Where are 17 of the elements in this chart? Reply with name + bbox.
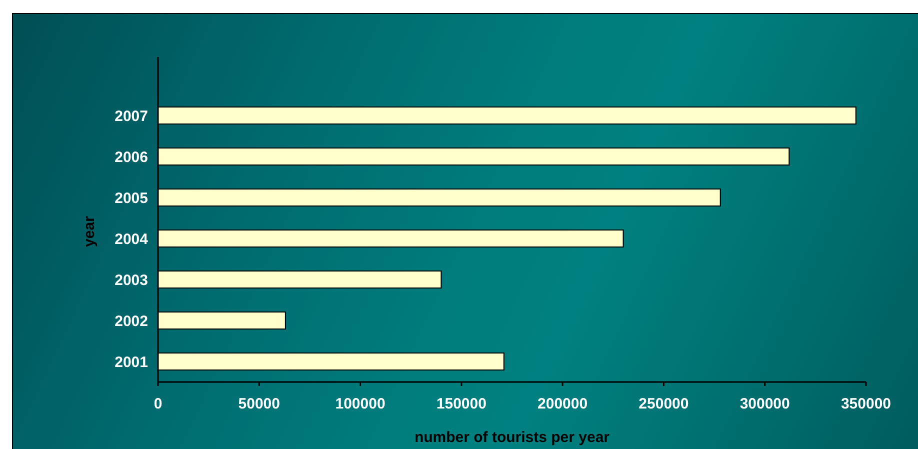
x-tick-label: 250000 [638, 396, 689, 413]
y-tick-label: 2004 [114, 230, 149, 248]
y-axis-title: year [81, 216, 98, 247]
x-tick-label: 150000 [436, 396, 486, 413]
x-tick-label: 300000 [740, 396, 790, 413]
x-tick-label: 0 [154, 396, 162, 413]
y-tick-label: 2001 [114, 354, 148, 371]
y-tick-label: 2005 [114, 190, 148, 207]
x-tick-label: 50000 [238, 396, 280, 413]
x-tick-label: 200000 [538, 396, 588, 413]
y-tick-label: 2007 [114, 108, 148, 125]
y-tick-label: 2003 [114, 272, 148, 289]
x-tick-label: 350000 [840, 396, 892, 413]
y-tick-label: 2002 [114, 312, 148, 330]
y-tick-label: 2006 [114, 148, 148, 166]
x-axis-title: number of tourists per year [414, 429, 610, 446]
x-tick-label: 100000 [335, 396, 386, 413]
